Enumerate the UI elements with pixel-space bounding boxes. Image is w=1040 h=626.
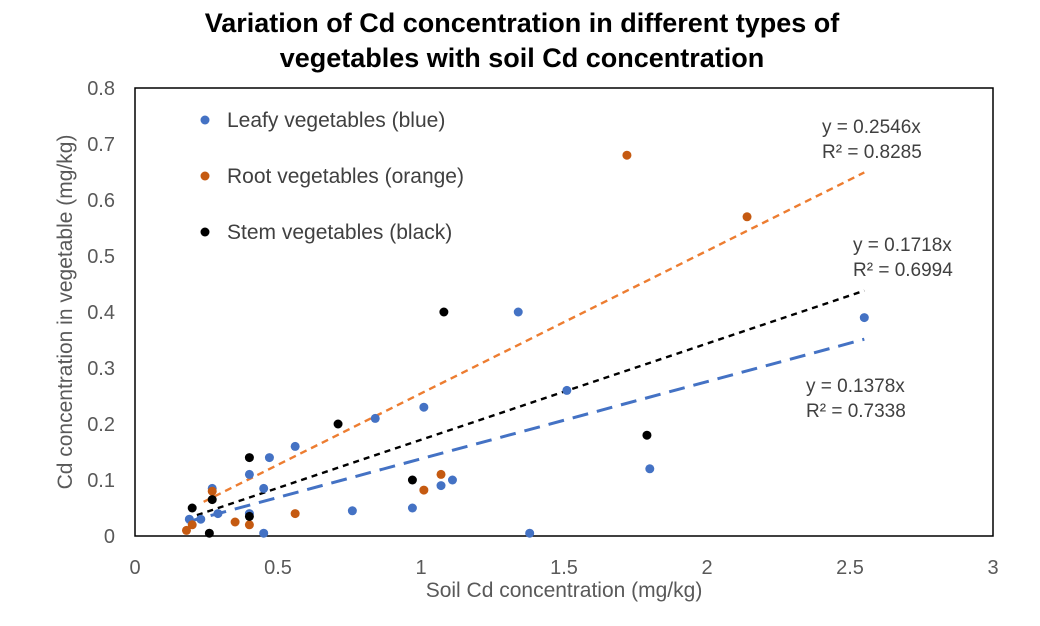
y-tick-label: 0.7 [87, 134, 115, 156]
x-tick-label: 1 [415, 557, 426, 579]
trendline-equation-1: y = 0.1378x [806, 376, 905, 397]
data-point-series-1 [259, 528, 269, 538]
x-tick-label: 2.5 [836, 557, 864, 579]
trendline-equation-2: y = 0.2546x [822, 117, 921, 138]
data-point-series-1 [562, 385, 572, 395]
x-axis-label: Soil Cd concentration (mg/kg) [426, 579, 703, 602]
chart-title-line-1: Variation of Cd concentration in differe… [205, 8, 841, 38]
trendline-3 [186, 289, 865, 520]
data-point-series-1 [244, 469, 254, 479]
x-tick-labels: 0 0.5 1 1.5 2 2.5 3 [129, 557, 998, 579]
trendline-r2-2: R² = 0.8285 [822, 142, 922, 163]
y-tick-label: 0.2 [87, 414, 115, 436]
data-point-series-1 [447, 475, 457, 485]
data-point-series-1 [370, 413, 380, 423]
y-tick-label: 0 [104, 526, 115, 548]
data-point-series-2 [230, 517, 240, 527]
y-tick-label: 0.5 [87, 246, 115, 268]
data-point-series-1 [419, 402, 429, 412]
data-point-series-3 [642, 430, 652, 440]
trendline-1 [186, 337, 865, 524]
data-point-series-2 [419, 485, 429, 495]
data-point-series-2 [187, 520, 197, 530]
data-point-series-1 [513, 307, 523, 317]
data-point-series-1 [259, 483, 269, 493]
x-tick-label: 0.5 [264, 557, 292, 579]
y-tick-label: 0.4 [87, 302, 115, 324]
trendline-r2-3: R² = 0.6994 [853, 260, 953, 281]
data-point-series-1 [196, 514, 206, 524]
data-point-series-2 [742, 212, 752, 222]
data-point-series-2 [622, 150, 632, 160]
y-axis-label: Cd concentration in vegetable (mg/kg) [54, 135, 77, 490]
data-point-series-1 [859, 313, 869, 323]
trendline-2 [203, 171, 865, 503]
legend-label-1: Leafy vegetables (blue) [227, 109, 445, 132]
data-point-series-3 [187, 503, 197, 513]
data-point-series-3 [407, 475, 417, 485]
data-point-series-1 [407, 503, 417, 513]
data-point-series-1 [347, 506, 357, 516]
data-point-series-1 [645, 464, 655, 474]
trendline-equation-3: y = 0.1718x [853, 235, 952, 256]
y-tick-label: 0.1 [87, 470, 115, 492]
data-point-series-3 [207, 495, 217, 505]
y-tick-label: 0.6 [87, 190, 115, 212]
data-point-series-1 [525, 528, 535, 538]
legend: Leafy vegetables (blue) Root vegetables (… [200, 109, 464, 244]
data-point-series-1 [213, 509, 223, 519]
legend-marker-3 [200, 227, 210, 237]
data-point-series-2 [181, 525, 191, 535]
y-tick-label: 0.8 [87, 78, 115, 100]
trendline-r2-1: R² = 0.7338 [806, 401, 906, 422]
trendline-equations: y = 0.1378x R² = 0.7338 y = 0.2546x R² = 0.… [806, 117, 953, 422]
plot-area [134, 87, 994, 537]
legend-label-2: Root vegetables (orange) [227, 165, 464, 188]
data-point-series-1 [290, 441, 300, 451]
data-point-series-2 [436, 469, 446, 479]
data-point-series-2 [207, 486, 217, 496]
data-point-series-2 [244, 520, 254, 530]
data-point-series-3 [204, 528, 214, 538]
data-point-series-3 [333, 419, 343, 429]
data-points [181, 150, 869, 538]
chart-title-line-2: vegetables with soil Cd concentration [280, 43, 765, 73]
y-tick-label: 0.3 [87, 358, 115, 380]
x-tick-label: 1.5 [550, 557, 578, 579]
data-point-series-1 [436, 481, 446, 491]
y-tick-labels: 0 0.1 0.2 0.3 0.4 0.5 0.6 0.7 0.8 [87, 78, 115, 548]
trendlines [186, 171, 865, 524]
legend-label-3: Stem vegetables (black) [227, 221, 452, 244]
data-point-series-3 [244, 453, 254, 463]
data-point-series-3 [439, 307, 449, 317]
data-point-series-1 [264, 453, 274, 463]
legend-marker-2 [200, 171, 210, 181]
x-tick-label: 2 [701, 557, 712, 579]
x-tick-label: 0 [129, 557, 140, 579]
data-point-series-2 [290, 509, 300, 519]
x-tick-label: 3 [987, 557, 998, 579]
legend-marker-1 [200, 115, 210, 125]
data-point-series-3 [244, 511, 254, 521]
